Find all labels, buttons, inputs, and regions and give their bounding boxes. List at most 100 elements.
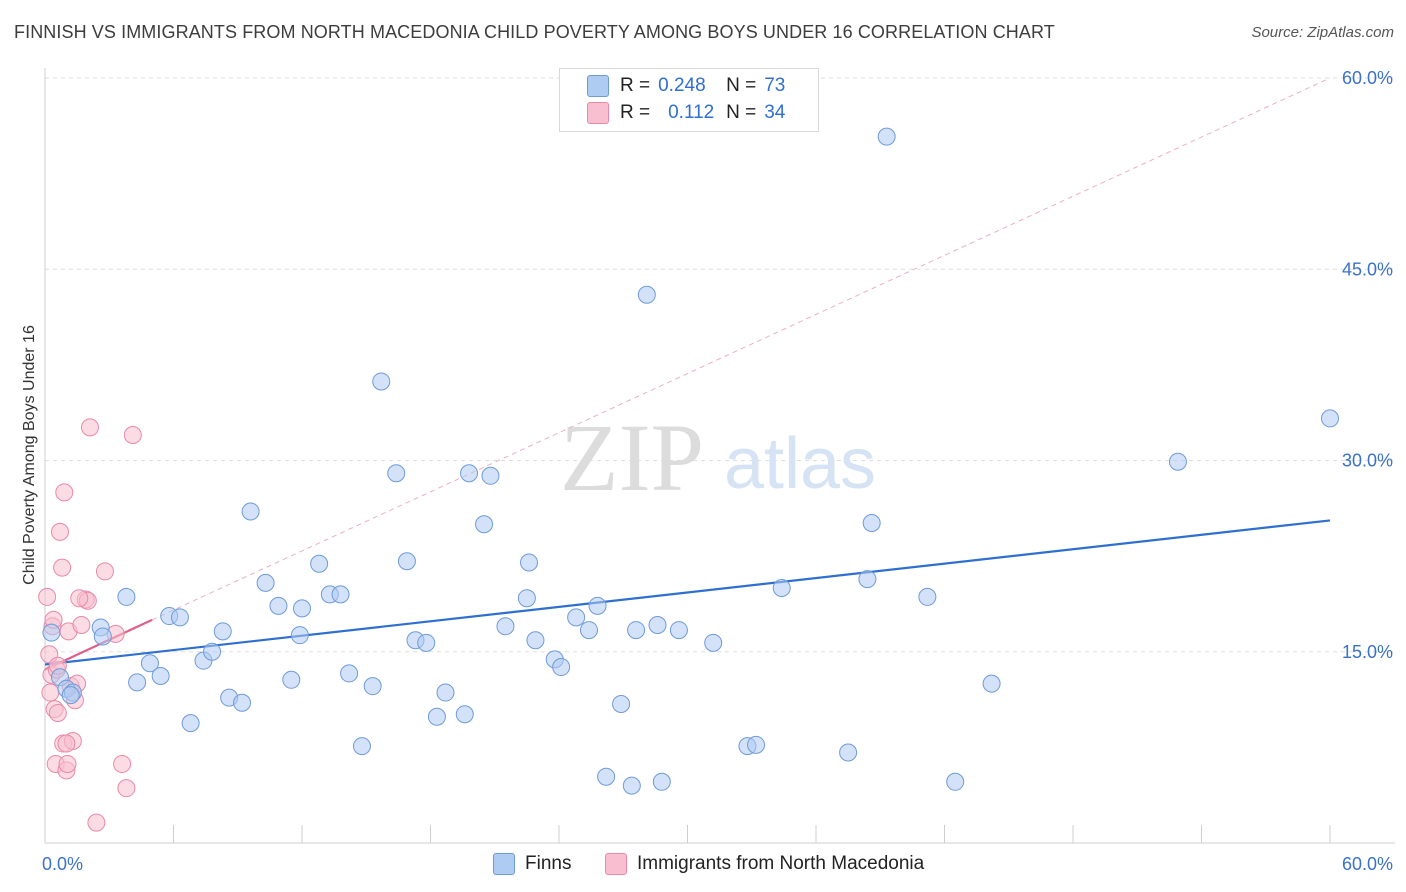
point-finns: [363, 677, 382, 696]
point-north-macedonia: [50, 522, 69, 541]
point-finns: [427, 707, 446, 726]
point-finns: [372, 372, 391, 391]
point-finns: [241, 502, 260, 521]
point-finns: [213, 622, 232, 641]
legend-r-value-north-macedonia: 0.112: [668, 102, 715, 123]
x-tick-label-min: 0.0%: [42, 854, 83, 874]
point-finns: [839, 743, 858, 762]
point-finns: [269, 596, 288, 615]
point-finns: [526, 631, 545, 650]
point-finns: [117, 587, 136, 606]
point-finns: [61, 686, 80, 705]
point-finns: [481, 466, 500, 485]
point-north-macedonia: [72, 615, 91, 634]
legend-label-finns: Finns: [525, 853, 572, 874]
point-finns: [982, 674, 1001, 693]
point-finns: [233, 693, 252, 712]
point-finns: [704, 633, 723, 652]
point-finns: [181, 714, 200, 733]
watermark: ZIP atlas: [560, 404, 876, 511]
point-finns: [622, 776, 641, 795]
legend-r-value-finns: 0.248: [658, 75, 706, 96]
series-legend-north-macedonia: Immigrants from North Macedonia: [605, 850, 924, 878]
point-north-macedonia: [87, 813, 106, 832]
source-label: Source: ZipAtlas.com: [1251, 24, 1394, 41]
point-finns: [203, 642, 222, 661]
legend-swatch-finns: [587, 75, 609, 97]
legend-row-finns: R = 0.248 N = 73: [587, 74, 786, 98]
point-north-macedonia: [80, 418, 99, 437]
y-tick-label: 60.0%: [1342, 68, 1393, 88]
point-finns: [496, 617, 515, 636]
point-finns: [858, 570, 877, 589]
point-finns: [612, 695, 631, 714]
point-finns: [475, 515, 494, 534]
reference-diagonal: [151, 77, 1331, 621]
trend-lines: [44, 77, 1331, 671]
point-finns: [42, 623, 61, 642]
point-finns: [567, 608, 586, 627]
point-finns: [772, 579, 791, 597]
trend-line-finns: [44, 519, 1331, 666]
legend-swatch-finns: [493, 853, 515, 875]
chart-title: FINNISH VS IMMIGRANTS FROM NORTH MACEDON…: [14, 22, 1055, 42]
point-finns: [862, 513, 881, 532]
point-finns: [520, 553, 539, 572]
point-finns: [627, 621, 646, 640]
legend-n-value-north-macedonia: 34: [764, 102, 786, 123]
legend-n-label: N =: [726, 102, 757, 123]
point-finns: [517, 589, 536, 608]
legend-row-north-macedonia: R = 0.112 N = 34: [587, 101, 786, 125]
gridlines: [45, 77, 1395, 653]
point-finns: [282, 670, 301, 689]
y-tick-label: 45.0%: [1342, 259, 1393, 279]
legend-r-label: R =: [620, 75, 651, 96]
point-north-macedonia: [41, 683, 60, 702]
point-finns: [170, 608, 189, 627]
y-tick-label: 30.0%: [1342, 451, 1393, 471]
correlation-legend: R = 0.248 N = 73 R = 0.112 N = 34: [559, 68, 819, 132]
point-finns: [588, 596, 607, 615]
point-finns: [417, 633, 436, 652]
legend-n-value-finns: 73: [764, 75, 786, 96]
legend-swatch-north-macedonia: [587, 102, 609, 124]
point-finns: [352, 737, 371, 756]
legend-r-label: R =: [620, 102, 651, 123]
point-finns: [140, 654, 159, 673]
point-north-macedonia: [48, 703, 67, 722]
point-north-macedonia: [113, 754, 132, 773]
point-north-macedonia: [38, 587, 57, 606]
point-finns: [290, 626, 309, 645]
point-finns: [648, 615, 667, 634]
axes: [44, 68, 1395, 844]
point-north-macedonia: [55, 483, 74, 502]
point-finns: [460, 464, 479, 483]
point-north-macedonia: [123, 426, 142, 444]
data-points: [38, 127, 1339, 832]
point-finns: [128, 673, 147, 692]
point-finns: [877, 127, 896, 146]
point-finns: [93, 627, 112, 646]
point-finns: [310, 554, 329, 573]
point-finns: [256, 573, 275, 592]
point-finns: [340, 664, 359, 683]
y-tick-label: 15.0%: [1342, 642, 1393, 662]
x-tick-label-max: 60.0%: [1342, 854, 1393, 874]
watermark-zip: ZIP: [560, 404, 704, 511]
point-finns: [331, 585, 350, 604]
point-finns: [747, 735, 766, 754]
point-finns: [151, 666, 170, 685]
point-finns: [597, 767, 616, 786]
point-finns: [1168, 452, 1187, 471]
point-finns: [652, 772, 671, 791]
legend-n-label: N =: [726, 75, 757, 96]
point-finns: [387, 464, 406, 483]
point-finns: [397, 552, 416, 571]
point-finns: [669, 621, 688, 640]
point-north-macedonia: [57, 734, 76, 753]
point-finns: [1321, 409, 1339, 428]
tick-labels: 15.0% 30.0% 45.0% 60.0% 0.0% 60.0%: [42, 68, 1393, 874]
point-north-macedonia: [95, 562, 114, 581]
legend-swatch-north-macedonia: [605, 853, 627, 875]
